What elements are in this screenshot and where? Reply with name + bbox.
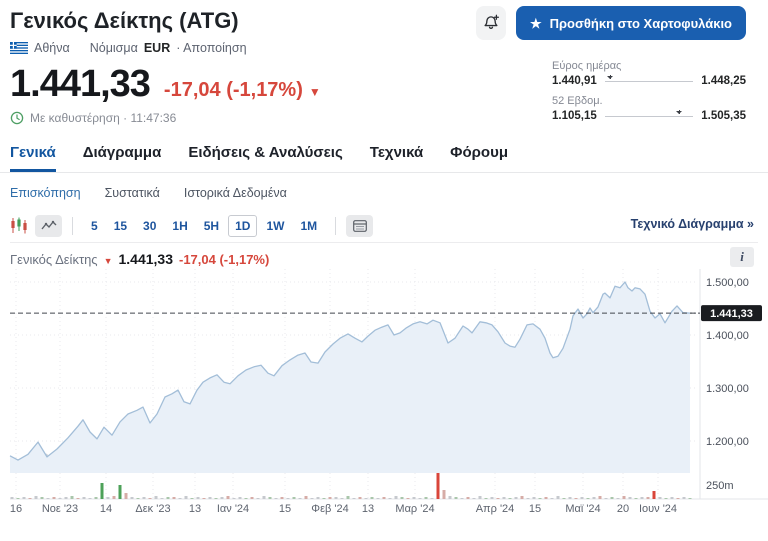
header: Γενικός Δείκτης (ATG) Αθήνα Νόμισμα EUR … xyxy=(0,0,768,125)
svg-text:1.300,00: 1.300,00 xyxy=(706,383,749,395)
subtab-overview[interactable]: Επισκόπηση xyxy=(10,186,81,200)
tab-chart[interactable]: Διάγραμμα xyxy=(82,144,162,161)
52wk-range-track xyxy=(604,109,694,117)
main-tabs: Γενικά Διάγραμμα Ειδήσεις & Αναλύσεις Τε… xyxy=(0,135,768,173)
toolbar-divider-2 xyxy=(335,216,337,235)
chart-legend: Γενικός Δείκτης ▼ 1.441,33 -17,04 (-1,17… xyxy=(0,243,768,267)
toolbar-underline xyxy=(10,242,758,243)
day-range-marker-icon xyxy=(607,74,614,82)
chart-info-button[interactable]: i xyxy=(730,247,754,267)
area-chart-icon[interactable] xyxy=(35,214,62,237)
candlestick-chart-icon[interactable] xyxy=(10,217,28,234)
timeframe-15[interactable]: 15 xyxy=(113,218,128,233)
svg-text:1.400,00: 1.400,00 xyxy=(706,330,749,342)
currency-value: EUR xyxy=(143,41,171,55)
day-range-label: Εύρος ημέρας xyxy=(552,60,622,72)
svg-text:Μαϊ '24: Μαϊ '24 xyxy=(565,503,600,515)
down-triangle-icon: ▼ xyxy=(308,85,321,99)
svg-text:Ιουν '24: Ιουν '24 xyxy=(639,503,677,515)
svg-text:13: 13 xyxy=(362,503,374,515)
svg-text:Μαρ '24: Μαρ '24 xyxy=(395,503,434,515)
day-range-high: 1.448,25 xyxy=(701,75,746,87)
52wk-range-high: 1.505,35 xyxy=(701,110,746,122)
svg-text:Δεκ '23: Δεκ '23 xyxy=(135,503,170,515)
technical-chart-link[interactable]: Τεχνικό Διάγραμμα » xyxy=(630,217,754,231)
last-price: 1.441,33 xyxy=(10,63,151,105)
tab-forum[interactable]: Φόρουμ xyxy=(450,144,508,161)
bell-plus-icon xyxy=(484,14,499,29)
52wk-range-row: 1.105,15 1.505,35 xyxy=(552,109,746,122)
timeframe-5h[interactable]: 5H xyxy=(203,218,220,233)
svg-text:14: 14 xyxy=(100,503,112,515)
svg-text:1.500,00: 1.500,00 xyxy=(706,277,749,289)
timeframe-30[interactable]: 30 xyxy=(143,218,157,233)
subtab-historical-data[interactable]: Ιστορικά Δεδομένα xyxy=(183,186,287,200)
tab-general[interactable]: Γενικά xyxy=(10,135,56,172)
svg-text:15: 15 xyxy=(279,503,291,515)
timeframe-1h[interactable]: 1H xyxy=(172,218,188,233)
clock-icon xyxy=(10,111,24,125)
exchange-label: Αθήνα xyxy=(34,41,70,55)
svg-text:Απρ '24: Απρ '24 xyxy=(476,503,515,515)
ranges-panel: Εύρος ημέρας 1.440,91 1.448,25 52 Εβδομ.… xyxy=(552,60,746,122)
create-alert-button[interactable] xyxy=(475,6,506,40)
star-icon: ★ xyxy=(529,15,542,31)
svg-text:13: 13 xyxy=(189,503,201,515)
52wk-range-low: 1.105,15 xyxy=(552,110,597,122)
toolbar-divider xyxy=(72,216,73,235)
add-to-portfolio-button[interactable]: ★ Προσθήκη στο Χαρτοφυλάκιο xyxy=(515,6,746,40)
timeframe-1w[interactable]: 1W xyxy=(266,218,285,233)
legend-series-name: Γενικός Δείκτης xyxy=(10,252,98,267)
greece-flag-icon xyxy=(10,42,28,54)
timeframe-1m[interactable]: 1M xyxy=(300,218,318,233)
day-range-track xyxy=(604,74,694,82)
svg-text:20: 20 xyxy=(617,503,629,515)
delay-row: Με καθυστέρηση · 11:47:36 xyxy=(10,111,758,125)
svg-text:15: 15 xyxy=(529,503,541,515)
day-range-low: 1.440,91 xyxy=(552,75,597,87)
delay-text: Με καθυστέρηση · 11:47:36 xyxy=(30,111,177,125)
legend-price: 1.441,33 xyxy=(118,251,174,267)
header-right: ★ Προσθήκη στο Χαρτοφυλάκιο Εύρος ημέρας… xyxy=(475,6,746,130)
price-chart[interactable]: 1.500,001.400,001.300,001.200,00Investin… xyxy=(0,269,768,527)
svg-text:16: 16 xyxy=(10,503,22,515)
chart-toolbar: 5 15 30 1H 5H 1D 1W 1M Τεχνικό Διάγραμμα… xyxy=(0,209,768,237)
chart-panel-icon[interactable] xyxy=(346,214,374,237)
svg-text:1.200,00: 1.200,00 xyxy=(706,436,749,448)
svg-text:Ιαν '24: Ιαν '24 xyxy=(217,503,249,515)
down-arrow-icon: ▼ xyxy=(103,256,113,266)
day-range-row: 1.440,91 1.448,25 xyxy=(552,74,746,87)
instrument-meta: Αθήνα Νόμισμα EUR · Αποποίηση xyxy=(10,41,758,55)
timeframe-1d[interactable]: 1D xyxy=(228,214,258,237)
page-title: Γενικός Δείκτης (ATG) xyxy=(10,8,239,33)
svg-text:250m: 250m xyxy=(706,480,734,492)
tab-technical[interactable]: Τεχνικά xyxy=(369,144,424,161)
chart-container: 1.500,001.400,001.300,001.200,00Investin… xyxy=(0,269,768,527)
svg-text:Φεβ '24: Φεβ '24 xyxy=(311,503,348,515)
52wk-range-label: 52 Εβδομ. xyxy=(552,95,603,107)
currency-label: Νόμισμα xyxy=(89,41,138,55)
svg-text:1.441,33: 1.441,33 xyxy=(710,308,753,320)
legend-change: -17,04 (-1,17%) xyxy=(179,252,270,267)
price-row: 1.441,33 -17,04 (-1,17%) ▼ xyxy=(10,64,758,104)
subtab-components[interactable]: Συστατικά xyxy=(104,186,160,200)
disclaimer-link[interactable]: · Αποποίηση xyxy=(176,41,247,55)
svg-text:Νοε '23: Νοε '23 xyxy=(42,503,78,515)
price-change: -17,04 (-1,17%) ▼ xyxy=(163,79,321,101)
timeframe-5[interactable]: 5 xyxy=(91,218,98,233)
tab-news-analysis[interactable]: Ειδήσεις & Αναλύσεις xyxy=(188,144,343,161)
52wk-range-marker-icon xyxy=(676,109,683,117)
sub-tabs: Επισκόπηση Συστατικά Ιστορικά Δεδομένα xyxy=(0,173,768,209)
